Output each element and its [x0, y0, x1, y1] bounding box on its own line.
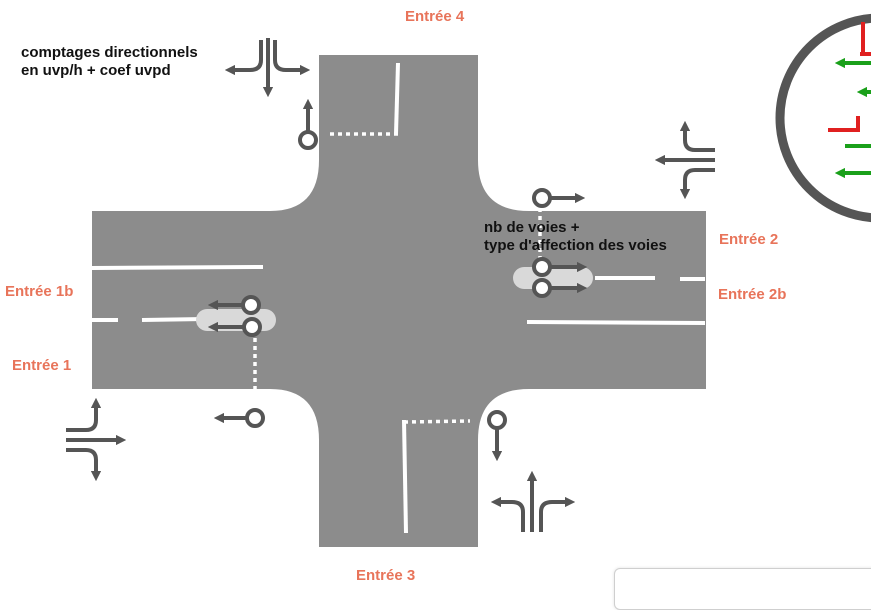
counts-note: comptages directionnels en uvp/h + coef …	[21, 44, 198, 80]
lanes-note-line2: type d'affection des voies	[484, 237, 667, 254]
turning-movements-icon-entree-4	[224, 38, 311, 98]
signal-symbol-entree-2	[532, 188, 586, 208]
bottom-panel	[614, 568, 871, 610]
label-entree-3: Entrée 3	[356, 567, 416, 584]
label-entree-1b: Entrée 1b	[5, 283, 74, 300]
counts-note-line2: en uvp/h + coef uvpd	[21, 62, 171, 79]
signal-symbol-entree-4	[298, 98, 318, 150]
lane-markings	[91, 62, 706, 534]
turning-movements-icon-entree-1	[66, 397, 127, 482]
signal-symbol-entree-3	[487, 410, 507, 462]
lanes-note: nb de voies + type d'affection des voies	[484, 219, 667, 255]
road-surface	[92, 55, 706, 547]
label-entree-1: Entrée 1	[12, 357, 72, 374]
stop-lines	[253, 132, 542, 424]
lane-arrows-entree-1	[196, 295, 276, 337]
label-entree-2b: Entrée 2b	[718, 286, 787, 303]
label-entree-2: Entrée 2	[719, 231, 779, 248]
label-entree-4: Entrée 4	[405, 8, 465, 25]
counts-note-line1: comptages directionnels	[21, 44, 198, 61]
lanes-note-line1: nb de voies +	[484, 219, 580, 236]
turning-movements-icon-entree-2	[654, 120, 715, 200]
signal-symbol-entree-1	[213, 408, 265, 428]
traffic-light-icon	[775, 13, 871, 223]
intersection-diagram	[66, 13, 871, 547]
turning-movements-icon-entree-3	[490, 470, 576, 532]
lane-arrows-entree-2	[513, 257, 593, 298]
